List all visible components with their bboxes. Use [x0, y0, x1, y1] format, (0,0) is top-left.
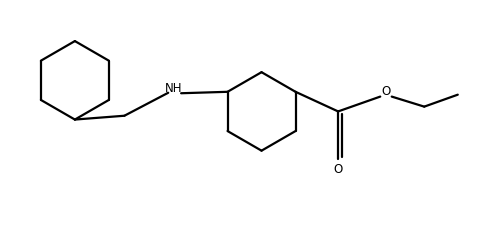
Text: O: O: [334, 163, 343, 176]
Text: O: O: [381, 85, 391, 98]
Text: NH: NH: [165, 82, 183, 95]
